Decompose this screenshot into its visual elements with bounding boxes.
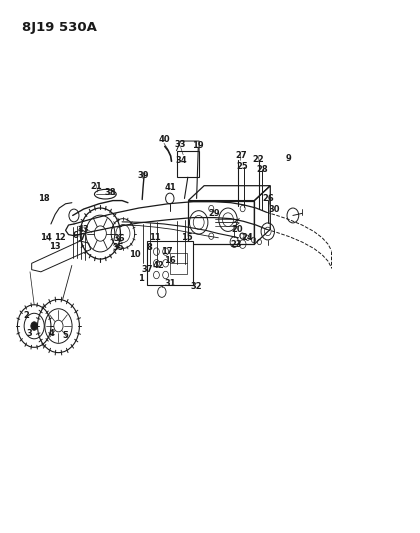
Text: 20: 20 <box>231 225 243 234</box>
Text: 33: 33 <box>175 140 186 149</box>
Text: 16: 16 <box>164 256 176 264</box>
Text: 41: 41 <box>165 183 176 192</box>
Text: 3: 3 <box>26 329 32 338</box>
Text: 17: 17 <box>161 247 172 256</box>
Text: 24: 24 <box>241 233 253 242</box>
Text: 22: 22 <box>253 155 265 164</box>
Text: 19: 19 <box>192 141 204 150</box>
Text: 12: 12 <box>54 233 66 243</box>
Text: 35: 35 <box>113 243 125 252</box>
Text: 15: 15 <box>181 233 192 243</box>
Bar <box>188 200 255 244</box>
Text: 32: 32 <box>191 282 202 291</box>
Bar <box>170 253 187 274</box>
Text: 6: 6 <box>72 231 78 240</box>
Text: 28: 28 <box>256 165 268 174</box>
Text: 37: 37 <box>142 265 153 274</box>
Text: 36: 36 <box>114 235 126 244</box>
Text: 9: 9 <box>286 154 291 163</box>
Text: 21: 21 <box>90 182 102 191</box>
Text: 42: 42 <box>153 261 165 270</box>
Text: 4: 4 <box>49 329 55 338</box>
Text: 31: 31 <box>165 279 176 288</box>
Text: 1: 1 <box>139 273 144 282</box>
Text: 14: 14 <box>40 233 52 243</box>
Bar <box>147 241 193 285</box>
Bar <box>176 151 199 177</box>
Text: 10: 10 <box>129 251 140 260</box>
Text: 13: 13 <box>49 242 61 251</box>
Text: 8: 8 <box>147 243 152 252</box>
Text: 26: 26 <box>263 194 275 203</box>
Text: 11: 11 <box>149 233 160 243</box>
Text: 18: 18 <box>37 194 49 203</box>
Text: 7: 7 <box>80 233 86 242</box>
Text: 23: 23 <box>230 240 242 249</box>
Circle shape <box>31 322 37 330</box>
Text: 5: 5 <box>62 331 68 340</box>
Text: 40: 40 <box>158 135 170 144</box>
Text: 39: 39 <box>137 171 149 180</box>
Text: 8J19 530A: 8J19 530A <box>21 21 97 34</box>
Text: 29: 29 <box>208 209 220 218</box>
Text: 38: 38 <box>105 188 116 197</box>
Text: 30: 30 <box>269 205 280 214</box>
Text: 34: 34 <box>176 156 187 165</box>
Text: 25: 25 <box>237 162 249 171</box>
Text: 2: 2 <box>24 311 29 320</box>
Text: 27: 27 <box>235 151 247 160</box>
Text: 43: 43 <box>78 225 89 234</box>
